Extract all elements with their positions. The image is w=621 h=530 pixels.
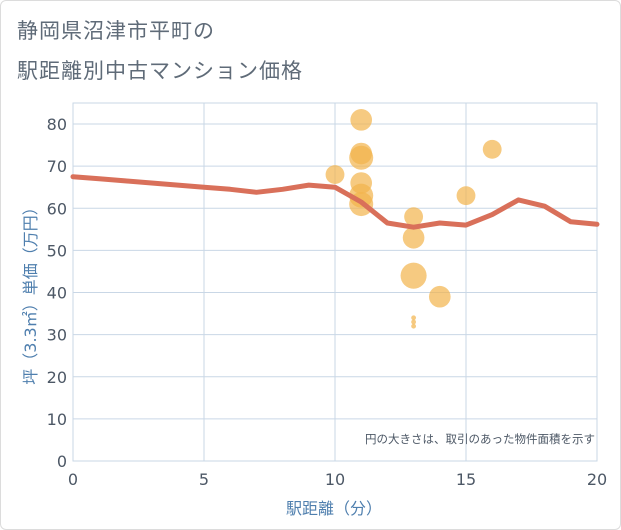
bubble-point — [350, 109, 373, 131]
y-tick-label: 50 — [47, 241, 67, 260]
x-tick-label: 20 — [587, 470, 607, 489]
tick-labels: 0 5 10 15 20 0 10 20 30 40 50 60 70 80 — [47, 115, 608, 489]
y-axis-label: 坪（3.3㎡）単価（万円） — [21, 199, 40, 384]
trend-series — [70, 174, 600, 230]
bubble-point — [349, 145, 374, 170]
bubble-series — [325, 109, 502, 329]
y-tick-label: 70 — [47, 157, 67, 176]
y-tick-label: 10 — [47, 410, 67, 429]
y-tick-label: 20 — [47, 368, 67, 387]
x-tick-label: 10 — [325, 470, 345, 489]
grid — [72, 102, 598, 462]
y-tick-label: 40 — [47, 284, 67, 303]
bubble-point — [411, 323, 417, 329]
bubble-point — [482, 139, 502, 159]
bubble-point — [411, 315, 417, 321]
bubble-point — [456, 186, 476, 206]
bubble-point — [400, 262, 427, 289]
bubble-size-note: 円の大きさは、取引のあった物件面積を示す — [365, 432, 595, 446]
bubble-point — [428, 285, 451, 308]
bubble-point — [404, 207, 424, 227]
x-axis-label: 駅距離（分） — [286, 499, 382, 518]
y-tick-label: 30 — [47, 326, 67, 345]
chart-title-line-2: 駅距離別中古マンション価格 — [17, 59, 303, 83]
bubble-point — [325, 165, 345, 185]
y-tick-label: 0 — [57, 452, 67, 471]
x-tick-label: 0 — [68, 470, 78, 489]
y-tick-label: 60 — [47, 199, 67, 218]
chart-title-line-1: 静岡県沼津市平町の — [17, 19, 215, 43]
bubble-point — [402, 226, 425, 249]
y-tick-label: 80 — [47, 115, 67, 134]
x-tick-label: 15 — [456, 470, 476, 489]
bubble-point — [411, 319, 417, 325]
x-tick-label: 5 — [199, 470, 209, 489]
trend-line — [70, 174, 600, 230]
